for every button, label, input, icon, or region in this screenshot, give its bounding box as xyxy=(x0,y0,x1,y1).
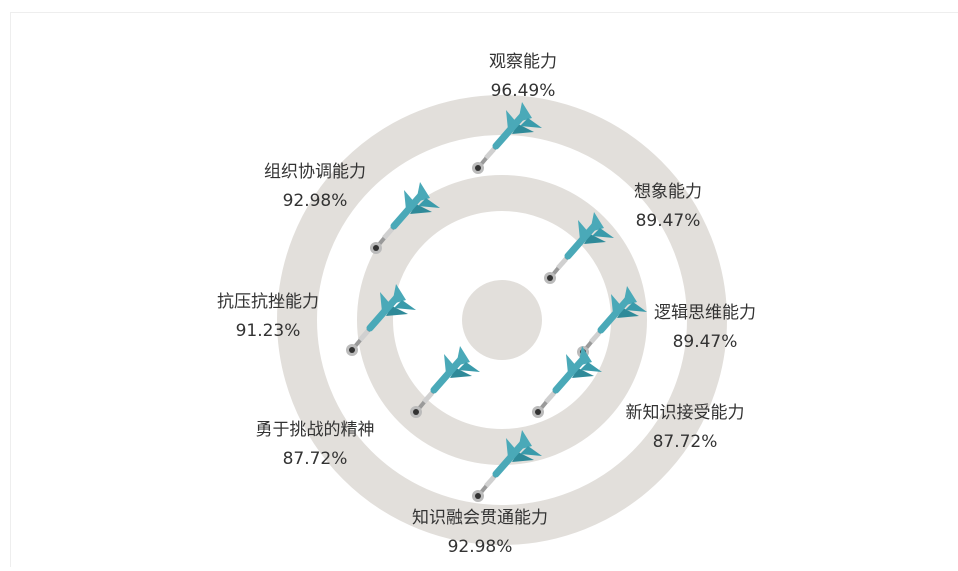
dart xyxy=(410,346,480,418)
bullseye xyxy=(462,280,542,360)
dart-grip xyxy=(546,393,554,402)
value-label: 89.47% xyxy=(636,211,701,231)
dart-tip-center xyxy=(349,347,355,353)
dart-grip xyxy=(486,477,494,486)
category-label: 想象能力 xyxy=(634,182,702,202)
chart: 观察能力 96.49% 想象能力 89.47% 逻辑思维能力 89.47% 新知识接受能力 8… xyxy=(0,0,958,567)
dart-grip xyxy=(486,149,494,158)
category-label: 勇于挑战的精神 xyxy=(256,420,375,440)
dart-tip-center xyxy=(535,409,541,415)
dart-grip xyxy=(591,333,599,342)
value-label: 91.23% xyxy=(236,321,301,341)
page: 观察能力 96.49% 想象能力 89.47% 逻辑思维能力 89.47% 新知识接受能力 8… xyxy=(0,0,958,567)
category-label: 组织协调能力 xyxy=(264,162,366,182)
dart-tip-center xyxy=(413,409,419,415)
value-label: 87.72% xyxy=(653,432,718,452)
category-label: 逻辑思维能力 xyxy=(654,303,756,323)
category-label: 新知识接受能力 xyxy=(626,403,745,423)
value-label: 92.98% xyxy=(283,191,348,211)
dart-tip-center xyxy=(475,165,481,171)
category-label: 抗压抗挫能力 xyxy=(217,292,319,312)
dart-grip xyxy=(424,393,432,402)
value-label: 96.49% xyxy=(491,81,556,101)
dart-tip-center xyxy=(373,245,379,251)
dart-tip-center xyxy=(547,275,553,281)
dart-fin xyxy=(456,346,470,366)
value-label: 89.47% xyxy=(673,332,738,352)
dart-grip xyxy=(558,259,566,268)
category-label: 观察能力 xyxy=(489,52,557,72)
value-label: 87.72% xyxy=(283,449,348,469)
category-label: 知识融会贯通能力 xyxy=(412,508,548,528)
value-label: 92.98% xyxy=(448,537,513,557)
dart-tip-center xyxy=(475,493,481,499)
